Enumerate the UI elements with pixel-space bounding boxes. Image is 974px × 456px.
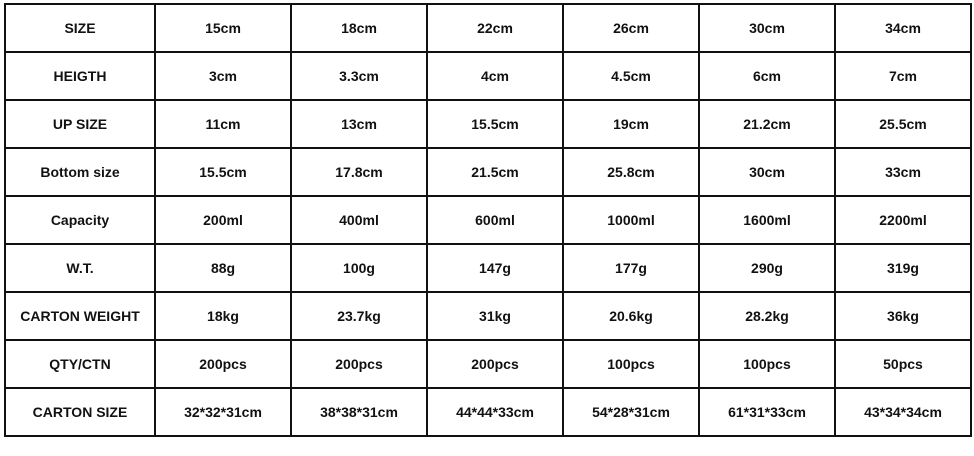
table-row: Bottom size 15.5cm 17.8cm 21.5cm 25.8cm 30cm 3… (4, 147, 972, 197)
row-header: W.T. (4, 243, 156, 293)
table-row: Capacity 200ml 400ml 600ml 1000ml 1600ml 2200m… (4, 195, 972, 245)
table-row: QTY/CTN 200pcs 200pcs 200pcs 100pcs 100pcs 50p… (4, 339, 972, 389)
row-header: Capacity (4, 195, 156, 245)
table-cell: 100pcs (562, 339, 700, 389)
table-cell: 19cm (562, 99, 700, 149)
table-cell: 23.7kg (290, 291, 428, 341)
row-header: SIZE (4, 3, 156, 53)
table-cell: 177g (562, 243, 700, 293)
table-cell: 4.5cm (562, 51, 700, 101)
table-cell: 61*31*33cm (698, 387, 836, 437)
table-cell: 15.5cm (426, 99, 564, 149)
table-cell: 21.5cm (426, 147, 564, 197)
table-row: UP SIZE 11cm 13cm 15.5cm 19cm 21.2cm 25.5cm (4, 99, 972, 149)
table-cell: 30cm (698, 3, 836, 53)
table-cell: 54*28*31cm (562, 387, 700, 437)
table-cell: 44*44*33cm (426, 387, 564, 437)
table-cell: 200pcs (290, 339, 428, 389)
table-cell: 147g (426, 243, 564, 293)
table-cell: 32*32*31cm (154, 387, 292, 437)
table-cell: 200pcs (154, 339, 292, 389)
table-row: W.T. 88g 100g 147g 177g 290g 319g (4, 243, 972, 293)
spec-table: SIZE 15cm 18cm 22cm 26cm 30cm 34cm HEIGTH 3cm 3.3… (4, 3, 972, 437)
table-cell: 1000ml (562, 195, 700, 245)
table-cell: 43*34*34cm (834, 387, 972, 437)
table-cell: 25.5cm (834, 99, 972, 149)
table-row: HEIGTH 3cm 3.3cm 4cm 4.5cm 6cm 7cm (4, 51, 972, 101)
table-cell: 18kg (154, 291, 292, 341)
table-cell: 13cm (290, 99, 428, 149)
table-cell: 34cm (834, 3, 972, 53)
table-cell: 36kg (834, 291, 972, 341)
table-cell: 600ml (426, 195, 564, 245)
row-header: CARTON WEIGHT (4, 291, 156, 341)
row-header: HEIGTH (4, 51, 156, 101)
table-cell: 20.6kg (562, 291, 700, 341)
table-cell: 100g (290, 243, 428, 293)
row-header: Bottom size (4, 147, 156, 197)
table-cell: 21.2cm (698, 99, 836, 149)
table-row: SIZE 15cm 18cm 22cm 26cm 30cm 34cm (4, 3, 972, 53)
table-cell: 18cm (290, 3, 428, 53)
row-header: UP SIZE (4, 99, 156, 149)
table-cell: 11cm (154, 99, 292, 149)
spec-table-body: SIZE 15cm 18cm 22cm 26cm 30cm 34cm HEIGTH 3cm 3.3… (4, 3, 972, 437)
table-cell: 2200ml (834, 195, 972, 245)
table-cell: 100pcs (698, 339, 836, 389)
table-cell: 38*38*31cm (290, 387, 428, 437)
table-cell: 7cm (834, 51, 972, 101)
table-cell: 31kg (426, 291, 564, 341)
table-cell: 3.3cm (290, 51, 428, 101)
table-cell: 400ml (290, 195, 428, 245)
table-cell: 17.8cm (290, 147, 428, 197)
table-cell: 3cm (154, 51, 292, 101)
table-cell: 28.2kg (698, 291, 836, 341)
table-cell: 290g (698, 243, 836, 293)
table-cell: 1600ml (698, 195, 836, 245)
table-cell: 200ml (154, 195, 292, 245)
table-cell: 4cm (426, 51, 564, 101)
table-cell: 30cm (698, 147, 836, 197)
table-cell: 15cm (154, 3, 292, 53)
table-cell: 33cm (834, 147, 972, 197)
table-cell: 88g (154, 243, 292, 293)
table-cell: 200pcs (426, 339, 564, 389)
table-row: CARTON WEIGHT 18kg 23.7kg 31kg 20.6kg 28.2kg 3… (4, 291, 972, 341)
table-cell: 22cm (426, 3, 564, 53)
table-cell: 50pcs (834, 339, 972, 389)
row-header: QTY/CTN (4, 339, 156, 389)
table-cell: 25.8cm (562, 147, 700, 197)
table-cell: 15.5cm (154, 147, 292, 197)
table-row: CARTON SIZE 32*32*31cm 38*38*31cm 44*44*33c… (4, 387, 972, 437)
table-cell: 319g (834, 243, 972, 293)
table-cell: 26cm (562, 3, 700, 53)
table-cell: 6cm (698, 51, 836, 101)
row-header: CARTON SIZE (4, 387, 156, 437)
